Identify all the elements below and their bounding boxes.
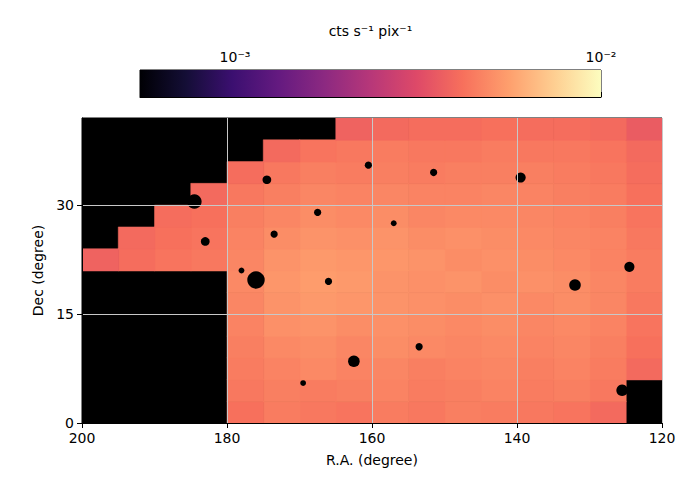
svg-text:R.A. (degree): R.A. (degree) (326, 452, 418, 468)
svg-text:120: 120 (649, 430, 676, 446)
svg-text:10⁻³: 10⁻³ (220, 49, 251, 65)
svg-text:30: 30 (56, 197, 74, 213)
svg-text:180: 180 (214, 430, 241, 446)
svg-text:160: 160 (359, 430, 386, 446)
svg-text:140: 140 (504, 430, 531, 446)
svg-text:15: 15 (56, 306, 74, 322)
svg-text:0: 0 (65, 415, 74, 431)
svg-text:cts s⁻¹ pix⁻¹: cts s⁻¹ pix⁻¹ (329, 23, 413, 39)
svg-text:200: 200 (69, 430, 96, 446)
svg-text:Dec (degree): Dec (degree) (30, 225, 46, 317)
svg-text:10⁻²: 10⁻² (586, 49, 617, 65)
